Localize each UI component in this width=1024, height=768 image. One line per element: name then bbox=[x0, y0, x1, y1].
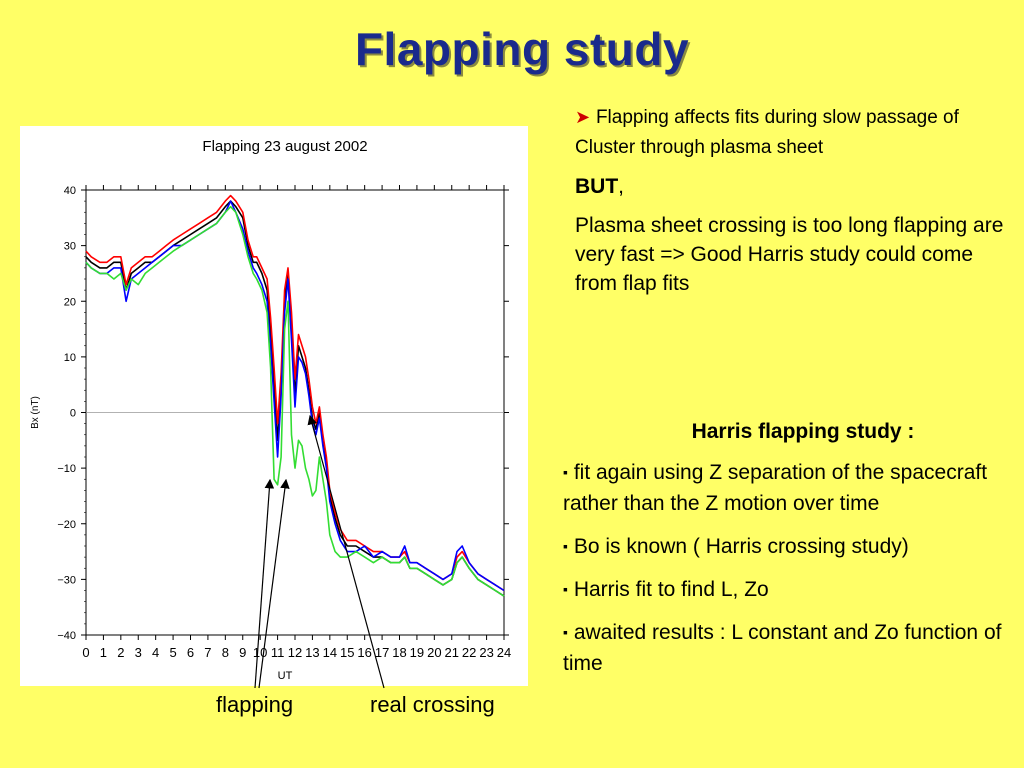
x-tick-label: 6 bbox=[187, 645, 194, 660]
flapping-arrow-2 bbox=[258, 478, 290, 689]
list-item: ▪ awaited results : L constant and Zo fu… bbox=[563, 617, 1013, 679]
y-tick-label: −20 bbox=[57, 519, 76, 531]
chart-panel: Flapping 23 august 2002 40 30 20 10 0 −10 −20 −3… bbox=[20, 126, 528, 686]
x-tick-label: 14 bbox=[323, 645, 337, 660]
x-tick-label: 18 bbox=[392, 645, 406, 660]
x-tick-label: 21 bbox=[445, 645, 459, 660]
x-tick-label: 2 bbox=[117, 645, 124, 660]
x-tick-label: 16 bbox=[357, 645, 371, 660]
but-comma: , bbox=[618, 175, 625, 198]
list-item: ▪ fit again using Z separation of the sp… bbox=[563, 457, 1013, 519]
list-item-text: fit again using Z separation of the spac… bbox=[563, 461, 988, 515]
flapping-bullet-text: Flapping affects fits during slow passag… bbox=[575, 107, 959, 158]
flapping-caption: flapping bbox=[216, 692, 294, 717]
harris-study-heading: Harris flapping study : bbox=[691, 420, 915, 443]
list-item: ▪ Bo is known ( Harris crossing study) bbox=[563, 531, 1013, 562]
x-tick-label: 17 bbox=[375, 645, 389, 660]
y-tick-label: 40 bbox=[64, 185, 76, 197]
square-bullet-icon: ▪ bbox=[563, 581, 568, 597]
y-tick-label: 30 bbox=[64, 241, 76, 253]
x-tick-label: 13 bbox=[305, 645, 319, 660]
square-bullet-icon: ▪ bbox=[563, 624, 568, 640]
real-crossing-caption: real crossing bbox=[370, 692, 495, 717]
but-label: BUT bbox=[575, 175, 619, 198]
right-top-text: ➤ Flapping affects fits during slow pass… bbox=[575, 102, 1015, 308]
crossing-paragraph: Plasma sheet crossing is too long flappi… bbox=[575, 214, 1004, 295]
flapping-bullet: ➤ Flapping affects fits during slow pass… bbox=[575, 102, 1015, 162]
square-bullet-icon: ▪ bbox=[563, 464, 568, 480]
bx-time-series-chart: Flapping 23 august 2002403020100−10−20−3… bbox=[30, 138, 511, 682]
x-tick-label: 1 bbox=[100, 645, 107, 660]
x-tick-label: 15 bbox=[340, 645, 354, 660]
x-tick-label: 12 bbox=[288, 645, 302, 660]
x-tick-label: 0 bbox=[82, 645, 89, 660]
list-item-text: Harris fit to find L, Zo bbox=[573, 578, 769, 601]
square-bullet-icon: ▪ bbox=[563, 538, 568, 554]
real-crossing-arrow bbox=[307, 414, 385, 689]
x-tick-label: 22 bbox=[462, 645, 476, 660]
list-item: ▪ Harris fit to find L, Zo bbox=[563, 574, 1013, 605]
x-axis-label: UT bbox=[278, 670, 293, 682]
y-tick-label: 20 bbox=[64, 296, 76, 308]
x-tick-label: 5 bbox=[169, 645, 176, 660]
x-tick-label: 4 bbox=[152, 645, 159, 660]
page-title: Flapping study bbox=[354, 23, 690, 75]
y-tick-label: −40 bbox=[57, 630, 76, 642]
x-tick-label: 9 bbox=[239, 645, 246, 660]
y-tick-label: 0 bbox=[70, 408, 76, 420]
flapping-arrow-1 bbox=[254, 478, 275, 689]
y-tick-label: 10 bbox=[64, 352, 76, 364]
arrow-bullet-icon: ➤ bbox=[575, 107, 591, 127]
y-tick-label: −30 bbox=[57, 574, 76, 586]
x-tick-label: 8 bbox=[222, 645, 229, 660]
y-axis-label: Bx (nT) bbox=[30, 396, 41, 429]
harris-study-list: Harris flapping study : ▪ fit again usin… bbox=[563, 416, 1013, 691]
x-tick-label: 7 bbox=[204, 645, 211, 660]
series-line-2 bbox=[85, 200, 505, 592]
list-item-text: Bo is known ( Harris crossing study) bbox=[573, 535, 909, 558]
chart-title: Flapping 23 august 2002 bbox=[202, 138, 367, 155]
x-tick-label: 3 bbox=[135, 645, 142, 660]
x-tick-label: 23 bbox=[479, 645, 493, 660]
y-tick-label: −10 bbox=[57, 463, 76, 475]
x-tick-label: 24 bbox=[497, 645, 511, 660]
list-item-text: awaited results : L constant and Zo func… bbox=[563, 621, 1002, 675]
but-line: BUT, bbox=[575, 172, 1015, 201]
x-tick-label: 19 bbox=[410, 645, 424, 660]
x-tick-label: 11 bbox=[271, 645, 285, 660]
series-line-3 bbox=[85, 205, 505, 597]
x-tick-label: 20 bbox=[427, 645, 441, 660]
